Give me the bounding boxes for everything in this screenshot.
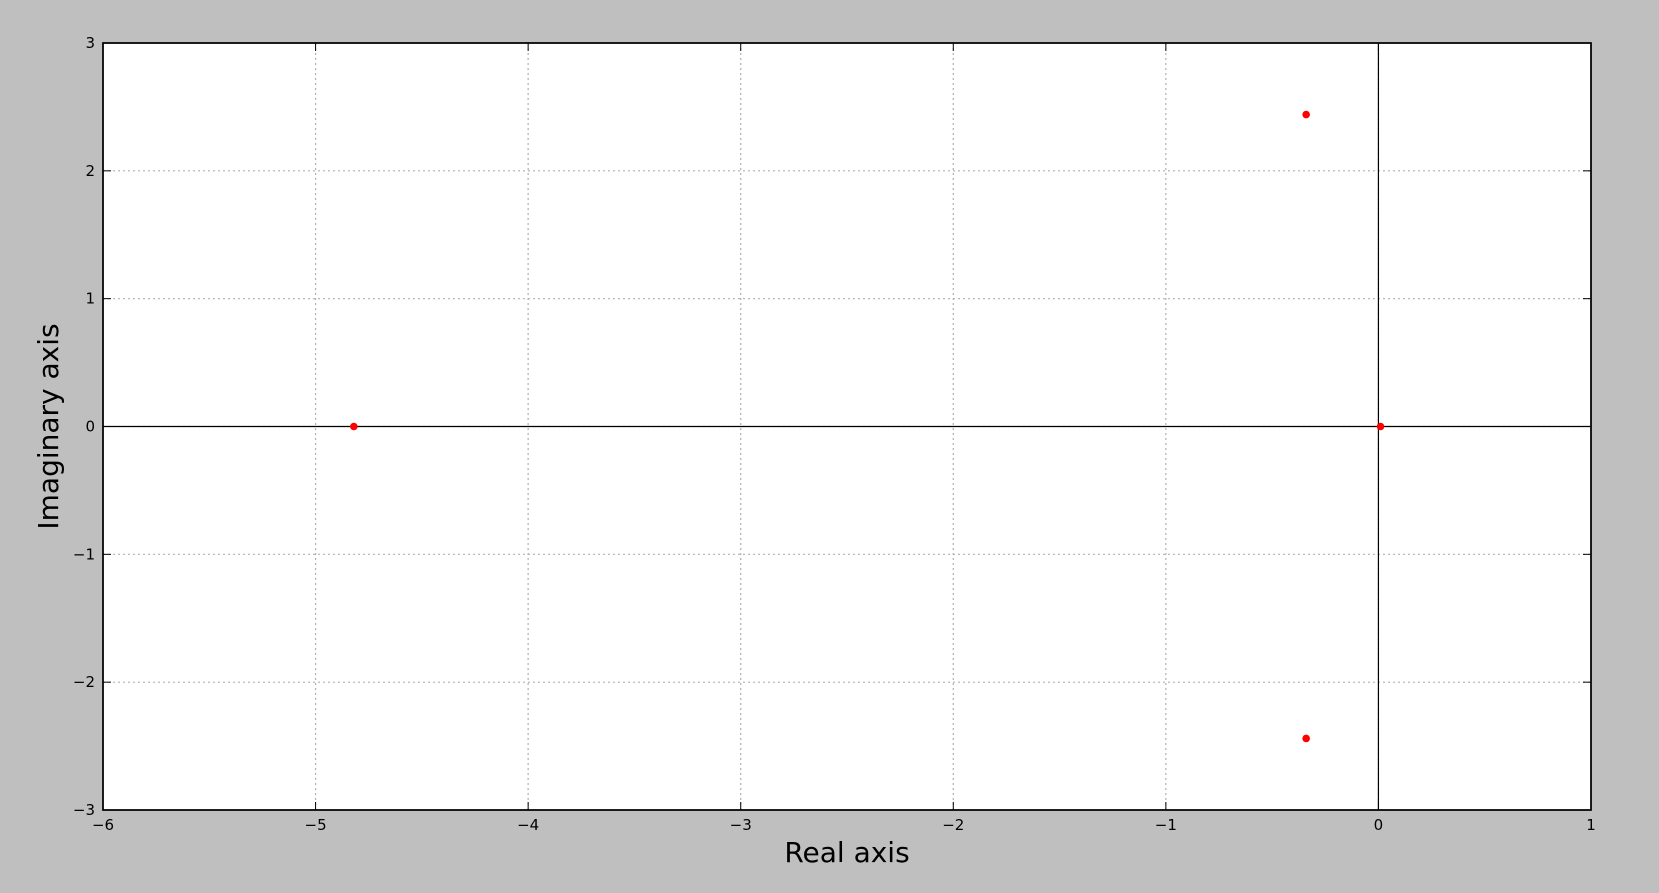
y-tick-label: 0	[85, 418, 95, 436]
x-tick-label: −3	[730, 816, 752, 834]
pole-point	[1302, 734, 1310, 743]
y-tick-label: 1	[85, 290, 95, 308]
pole-point	[1302, 110, 1310, 119]
x-tick-label: −1	[1155, 816, 1177, 834]
y-tick-label: 2	[85, 162, 95, 180]
y-tick-label: −1	[73, 545, 95, 563]
y-tick-labels: −3 −2 −1 0 1 2 3	[73, 34, 95, 819]
pole-point	[350, 422, 358, 431]
x-tick-label: −2	[942, 816, 964, 834]
x-tick-labels: −6 −5 −4 −3 −2 −1 0 1	[92, 816, 1596, 834]
y-axis-title: Imaginary axis	[32, 323, 65, 529]
x-tick-label: 1	[1586, 816, 1596, 834]
x-tick-label: 0	[1374, 816, 1384, 834]
y-tick-label: −3	[73, 801, 95, 819]
pole-point	[1376, 422, 1385, 431]
x-axis-title: Real axis	[784, 836, 909, 869]
tick-marks	[102, 42, 1592, 811]
x-tick-label: −5	[305, 816, 327, 834]
y-tick-label: 3	[85, 34, 95, 52]
x-tick-label: −6	[92, 816, 114, 834]
x-tick-label: −4	[517, 816, 539, 834]
y-tick-label: −2	[73, 673, 95, 691]
data-points	[350, 110, 1385, 743]
